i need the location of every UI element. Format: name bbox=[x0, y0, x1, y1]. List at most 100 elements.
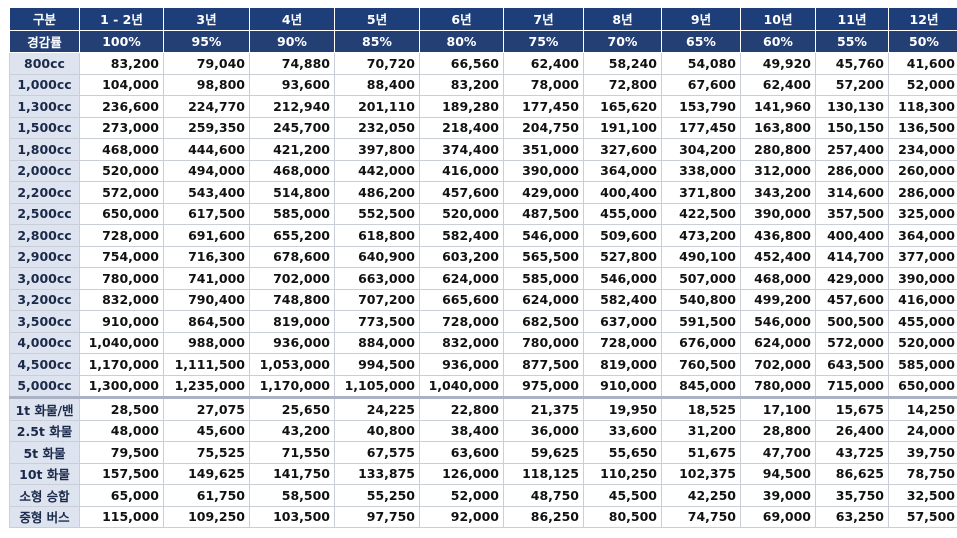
table-cell: 357,500 bbox=[815, 202, 889, 225]
table-cell: 94,500 bbox=[740, 462, 816, 485]
row-label: 3,200cc bbox=[9, 288, 80, 311]
table-cell: 422,500 bbox=[661, 202, 741, 225]
table-cell: 624,000 bbox=[419, 267, 504, 290]
table-cell: 1,040,000 bbox=[79, 331, 164, 354]
table-cell: 988,000 bbox=[163, 331, 250, 354]
year-header-row: 구분 1 - 2년 3년 4년 5년 6년 7년 8년 9년 10년 11년 1… bbox=[9, 7, 957, 31]
table-cell: 473,200 bbox=[661, 224, 741, 247]
table-cell: 790,400 bbox=[163, 288, 250, 311]
table-cell: 232,050 bbox=[334, 116, 420, 139]
table-cell: 42,250 bbox=[661, 484, 741, 507]
table-cell: 975,000 bbox=[503, 374, 584, 398]
table-cell: 343,200 bbox=[740, 181, 816, 204]
row-label: 1,500cc bbox=[9, 116, 80, 139]
table-cell: 416,000 bbox=[888, 288, 957, 311]
table-cell: 54,080 bbox=[661, 52, 741, 75]
table-cell: 55,650 bbox=[583, 441, 662, 464]
row-label: 4,000cc bbox=[9, 331, 80, 354]
rate-header: 70% bbox=[583, 29, 662, 53]
table-cell: 374,400 bbox=[419, 138, 504, 161]
table-cell: 17,100 bbox=[740, 396, 816, 421]
table-cell: 153,790 bbox=[661, 95, 741, 118]
table-cell: 212,940 bbox=[249, 95, 335, 118]
table-cell: 400,400 bbox=[583, 181, 662, 204]
table-cell: 884,000 bbox=[334, 331, 420, 354]
table-cell: 14,250 bbox=[888, 396, 957, 421]
year-header: 5년 bbox=[334, 7, 420, 31]
table-cell: 67,600 bbox=[661, 73, 741, 96]
table-cell: 79,500 bbox=[79, 441, 164, 464]
table-cell: 540,800 bbox=[661, 288, 741, 311]
table-cell: 75,525 bbox=[163, 441, 250, 464]
table-cell: 514,800 bbox=[249, 181, 335, 204]
row-label: 4,500cc bbox=[9, 353, 80, 376]
table-cell: 910,000 bbox=[79, 310, 164, 333]
table-cell: 760,500 bbox=[661, 353, 741, 376]
table-cell: 455,000 bbox=[888, 310, 957, 333]
table-cell: 45,760 bbox=[815, 52, 889, 75]
table-cell: 429,000 bbox=[815, 267, 889, 290]
year-header: 11년 bbox=[815, 7, 889, 31]
row-label: 3,000cc bbox=[9, 267, 80, 290]
table-cell: 133,875 bbox=[334, 462, 420, 485]
table-cell: 457,600 bbox=[815, 288, 889, 311]
table-cell: 650,000 bbox=[79, 202, 164, 225]
table-cell: 45,600 bbox=[163, 419, 250, 442]
table-cell: 1,053,000 bbox=[249, 353, 335, 376]
table-cell: 509,600 bbox=[583, 224, 662, 247]
tax-reduction-table: 구분 1 - 2년 3년 4년 5년 6년 7년 8년 9년 10년 11년 1… bbox=[9, 7, 957, 528]
table-row: 1,500cc 273,000 259,350 245,700 232,050 218,4… bbox=[9, 116, 957, 139]
row-label: 5,000cc bbox=[9, 374, 80, 398]
table-cell: 455,000 bbox=[583, 202, 662, 225]
table-cell: 63,250 bbox=[815, 505, 889, 528]
table-cell: 130,130 bbox=[815, 95, 889, 118]
rate-header: 90% bbox=[249, 29, 335, 53]
rate-header: 95% bbox=[163, 29, 250, 53]
year-header: 8년 bbox=[583, 7, 662, 31]
table-cell: 74,750 bbox=[661, 505, 741, 528]
year-header: 12년 bbox=[888, 7, 957, 31]
table-cell: 520,000 bbox=[79, 159, 164, 182]
table-cell: 55,250 bbox=[334, 484, 420, 507]
table-cell: 741,000 bbox=[163, 267, 250, 290]
table-cell: 468,000 bbox=[79, 138, 164, 161]
table-cell: 59,625 bbox=[503, 441, 584, 464]
table-cell: 546,000 bbox=[583, 267, 662, 290]
table-cell: 585,000 bbox=[249, 202, 335, 225]
table-cell: 327,600 bbox=[583, 138, 662, 161]
table-cell: 43,200 bbox=[249, 419, 335, 442]
table-cell: 62,400 bbox=[503, 52, 584, 75]
table-row: 2.5t 화물 48,000 45,600 43,200 40,800 38,400 36,… bbox=[9, 419, 957, 442]
table-cell: 468,000 bbox=[740, 267, 816, 290]
table-cell: 126,000 bbox=[419, 462, 504, 485]
table-cell: 780,000 bbox=[79, 267, 164, 290]
table-row: 2,800cc 728,000 691,600 655,200 618,800 582,4… bbox=[9, 224, 957, 247]
table-cell: 552,500 bbox=[334, 202, 420, 225]
table-cell: 1,235,000 bbox=[163, 374, 250, 398]
table-cell: 236,600 bbox=[79, 95, 164, 118]
row-label: 2.5t 화물 bbox=[9, 419, 80, 442]
table-cell: 57,200 bbox=[815, 73, 889, 96]
table-cell: 65,000 bbox=[79, 484, 164, 507]
table-row: 1,300cc 236,600 224,770 212,940 201,110 189,2… bbox=[9, 95, 957, 118]
table-cell: 572,000 bbox=[79, 181, 164, 204]
table-cell: 78,750 bbox=[888, 462, 957, 485]
table-cell: 245,700 bbox=[249, 116, 335, 139]
table-cell: 442,000 bbox=[334, 159, 420, 182]
table-cell: 371,800 bbox=[661, 181, 741, 204]
table-cell: 832,000 bbox=[79, 288, 164, 311]
table-cell: 468,000 bbox=[249, 159, 335, 182]
rate-header: 55% bbox=[815, 29, 889, 53]
table-cell: 707,200 bbox=[334, 288, 420, 311]
table-cell: 546,000 bbox=[503, 224, 584, 247]
table-cell: 150,150 bbox=[815, 116, 889, 139]
table-cell: 31,200 bbox=[661, 419, 741, 442]
table-cell: 390,000 bbox=[503, 159, 584, 182]
table-cell: 715,000 bbox=[815, 374, 889, 398]
table-cell: 97,750 bbox=[334, 505, 420, 528]
table-cell: 364,000 bbox=[583, 159, 662, 182]
table-cell: 780,000 bbox=[740, 374, 816, 398]
table-cell: 22,800 bbox=[419, 396, 504, 421]
table-cell: 936,000 bbox=[419, 353, 504, 376]
table-row: 1,000cc 104,000 98,800 93,600 88,400 83,200 78… bbox=[9, 73, 957, 96]
